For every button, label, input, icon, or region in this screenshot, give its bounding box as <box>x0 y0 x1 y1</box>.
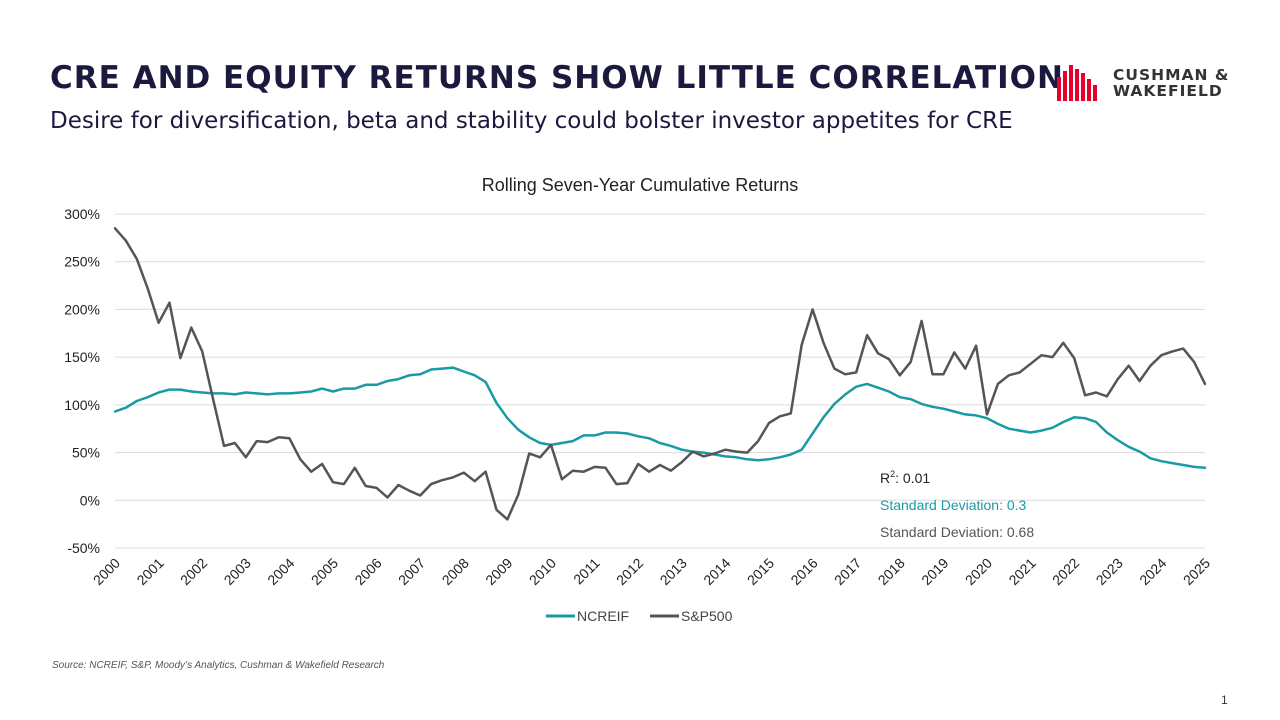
y-tick-label: 0% <box>80 492 100 508</box>
x-tick-label: 2006 <box>351 555 384 588</box>
sp500-std-dev-label: Standard Deviation: 0.68 <box>880 524 1034 540</box>
x-tick-label: 2001 <box>133 555 166 588</box>
x-tick-label: 2016 <box>787 555 820 588</box>
x-tick-label: 2011 <box>570 555 603 588</box>
chart-series <box>113 227 1207 521</box>
source-note: Source: NCREIF, S&P, Moody’s Analytics, … <box>52 660 385 671</box>
series-line-ncreif <box>113 366 1207 470</box>
chart-legend: NCREIF S&P500 <box>546 608 733 624</box>
y-axis: -50% 0% 50% 100% 150% 200% 250% 300% <box>64 206 100 556</box>
x-tick-label: 2017 <box>831 555 864 588</box>
x-tick-label: 2012 <box>613 555 646 588</box>
y-tick-label: -50% <box>67 540 100 556</box>
r-squared-label: R2: 0.01 <box>880 469 930 486</box>
x-tick-label: 2019 <box>918 555 951 588</box>
x-tick-label: 2003 <box>221 555 254 588</box>
x-tick-label: 2023 <box>1093 555 1126 588</box>
x-tick-label: 2013 <box>657 555 690 588</box>
y-tick-label: 250% <box>64 254 100 270</box>
logo-line-2: WAKEFIELD <box>1113 82 1223 100</box>
page-subtitle: Desire for diversification, beta and sta… <box>50 108 1013 134</box>
brand-logo: CUSHMAN & WAKEFIELD <box>1055 63 1235 103</box>
x-tick-label: 2010 <box>526 555 559 588</box>
y-tick-label: 150% <box>64 349 100 365</box>
x-tick-label: 2014 <box>700 555 733 588</box>
y-tick-label: 300% <box>64 206 100 222</box>
x-tick-label: 2002 <box>177 555 210 588</box>
x-tick-label: 2000 <box>90 555 123 588</box>
legend-sp500-label: S&P500 <box>681 608 733 624</box>
ncreif-std-dev-label: Standard Deviation: 0.3 <box>880 497 1027 513</box>
series-line-s-p500 <box>113 227 1207 521</box>
logo-line-1: CUSHMAN & <box>1113 66 1230 84</box>
x-axis: 2000 2001 2002 2003 2004 2005 2006 2007 2008 2009… <box>90 555 1213 588</box>
x-tick-label: 2005 <box>308 555 341 588</box>
y-tick-label: 50% <box>72 445 100 461</box>
page-number: 1 <box>1221 693 1228 707</box>
x-tick-label: 2021 <box>1005 555 1038 588</box>
y-tick-label: 200% <box>64 301 100 317</box>
x-tick-label: 2004 <box>264 555 297 588</box>
x-tick-label: 2009 <box>482 555 515 588</box>
x-tick-label: 2007 <box>395 555 428 588</box>
logo-mark-icon <box>1057 65 1097 101</box>
legend-ncreif-label: NCREIF <box>577 608 629 624</box>
chart-title: Rolling Seven-Year Cumulative Returns <box>482 175 799 195</box>
x-tick-label: 2022 <box>1049 555 1082 588</box>
chart-gridlines <box>115 213 1205 549</box>
logo-wordmark: CUSHMAN & WAKEFIELD <box>1113 67 1229 99</box>
x-tick-label: 2025 <box>1180 555 1213 588</box>
x-tick-label: 2024 <box>1136 555 1169 588</box>
page-title: CRE AND EQUITY RETURNS SHOW LITTLE CORRE… <box>50 60 1064 96</box>
y-tick-label: 100% <box>64 397 100 413</box>
x-tick-label: 2018 <box>875 555 908 588</box>
x-tick-label: 2020 <box>962 555 995 588</box>
x-tick-label: 2015 <box>744 555 777 588</box>
x-tick-label: 2008 <box>439 555 472 588</box>
